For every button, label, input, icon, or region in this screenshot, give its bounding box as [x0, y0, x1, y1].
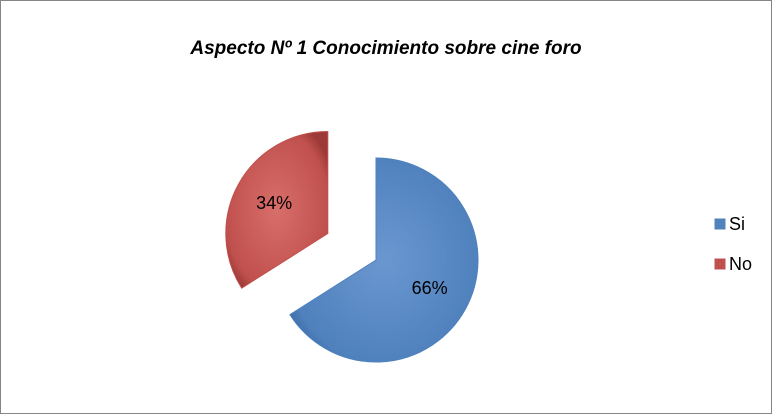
pie-slice [225, 131, 329, 289]
pie-slice [289, 157, 479, 363]
chart-title: Aspecto Nº 1 Conocimiento sobre cine for… [189, 38, 581, 59]
data-label: 66% [412, 278, 448, 298]
legend-label: No [729, 254, 752, 274]
legend-label: Si [729, 214, 745, 234]
data-label: 34% [256, 193, 292, 213]
legend-swatch [713, 257, 727, 271]
legend-swatch [713, 217, 727, 231]
